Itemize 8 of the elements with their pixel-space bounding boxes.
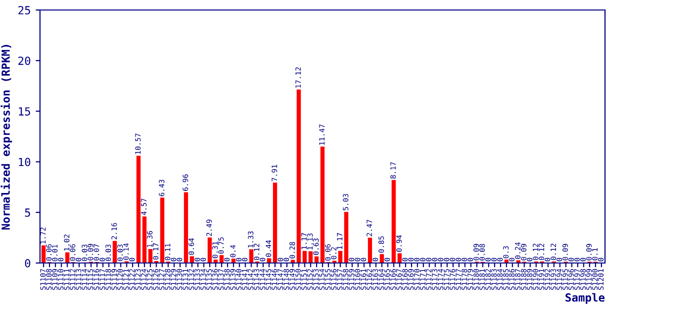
y-axis-title: Normalized expression (RPKM) (0, 44, 12, 230)
y-tick-label: 10 (18, 158, 30, 166)
y-tick-label: 5 (25, 208, 30, 217)
y-tick-label: 0 (25, 259, 30, 268)
y-tick-label: 25 (18, 6, 30, 14)
y-tick-label: 15 (18, 107, 30, 116)
x-axis-title: Sample (566, 293, 605, 304)
y-tick-label: 20 (18, 56, 30, 66)
